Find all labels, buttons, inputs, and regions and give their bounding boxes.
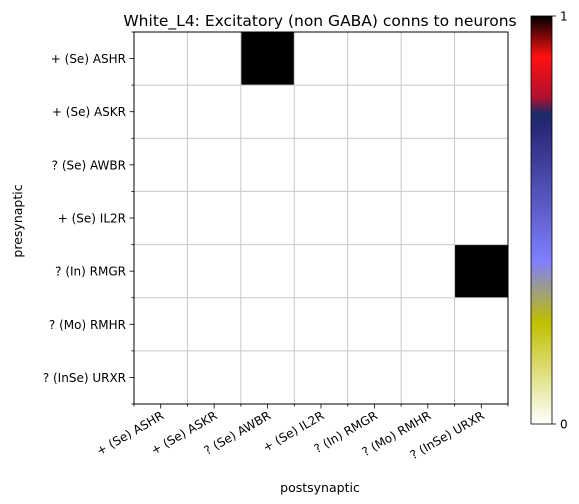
heatmap-cell	[347, 297, 402, 351]
heatmap-cell	[187, 32, 241, 86]
heatmap-cell	[347, 244, 402, 298]
heatmap-cell	[454, 297, 508, 351]
heatmap-cell	[347, 85, 402, 139]
heatmap-cell	[454, 138, 508, 192]
heatmap-cell	[240, 85, 295, 139]
heatmap-cell	[401, 32, 455, 86]
heatmap-cell	[294, 191, 348, 245]
heatmap-cell	[187, 85, 241, 139]
heatmap-cell	[134, 244, 188, 298]
heatmap-cell	[187, 244, 241, 298]
heatmap-cell	[240, 244, 295, 298]
chart-title: White_L4: Excitatory (non GABA) conns to…	[123, 12, 516, 31]
heatmap-cell	[187, 191, 241, 245]
heatmap-cell	[401, 138, 455, 192]
y-tick-label: + (Se) ASKR	[52, 105, 126, 119]
y-tick-label: ? (InSe) URXR	[43, 371, 126, 385]
heatmap-cell	[187, 138, 241, 192]
heatmap-cell	[240, 32, 295, 86]
heatmap-cell	[347, 191, 402, 245]
colorbar-gradient	[530, 15, 553, 425]
heatmap-cell	[401, 191, 455, 245]
y-tick-label: ? (In) RMGR	[55, 265, 126, 279]
heatmap-cell	[454, 85, 508, 139]
heatmap-cell	[134, 350, 188, 404]
heatmap-cell	[347, 138, 402, 192]
heatmap-cell	[454, 244, 508, 298]
y-tick-label: + (Se) IL2R	[58, 212, 126, 226]
heatmap-cell	[240, 297, 295, 351]
heatmap-cell	[347, 350, 402, 404]
heatmap-cell	[294, 244, 348, 298]
x-axis-label: postsynaptic	[280, 480, 360, 495]
heatmap-cell	[454, 350, 508, 404]
heatmap-cell	[294, 297, 348, 351]
heatmap-cell	[294, 32, 348, 86]
heatmap-cell	[294, 85, 348, 139]
heatmap-cell	[240, 350, 295, 404]
heatmap-cell	[401, 297, 455, 351]
heatmap-cell	[454, 32, 508, 86]
y-tick-label: ? (Mo) RMHR	[49, 318, 126, 332]
heatmap-cell	[347, 32, 402, 86]
y-tick-label: ? (Se) AWBR	[52, 158, 126, 172]
colorbar-tick-label: 0	[560, 418, 568, 432]
colorbar: 01	[530, 10, 568, 432]
y-axis-label: presynaptic	[10, 184, 25, 257]
heatmap-cell	[134, 85, 188, 139]
heatmap-cell	[401, 350, 455, 404]
heatmap-cell	[187, 350, 241, 404]
y-tick-label: + (Se) ASHR	[51, 52, 126, 66]
heatmap-cell	[240, 138, 295, 192]
colorbar-tick-label: 1	[560, 10, 568, 24]
heatmap-cell	[294, 350, 348, 404]
heatmap-cell	[401, 85, 455, 139]
heatmap-cell	[401, 244, 455, 298]
heatmap-cell	[187, 297, 241, 351]
plot-area: + (Se) ASHR + (Se) ASKR ? (Se) AWBR + (Se) …	[43, 31, 509, 462]
heatmap-cell	[454, 191, 508, 245]
heatmap-cell	[134, 297, 188, 351]
heatmap-cell	[240, 191, 295, 245]
heatmap-cell	[134, 191, 188, 245]
heatmap-cell	[134, 32, 188, 86]
heatmap-cell	[294, 138, 348, 192]
heatmap-cell	[134, 138, 188, 192]
